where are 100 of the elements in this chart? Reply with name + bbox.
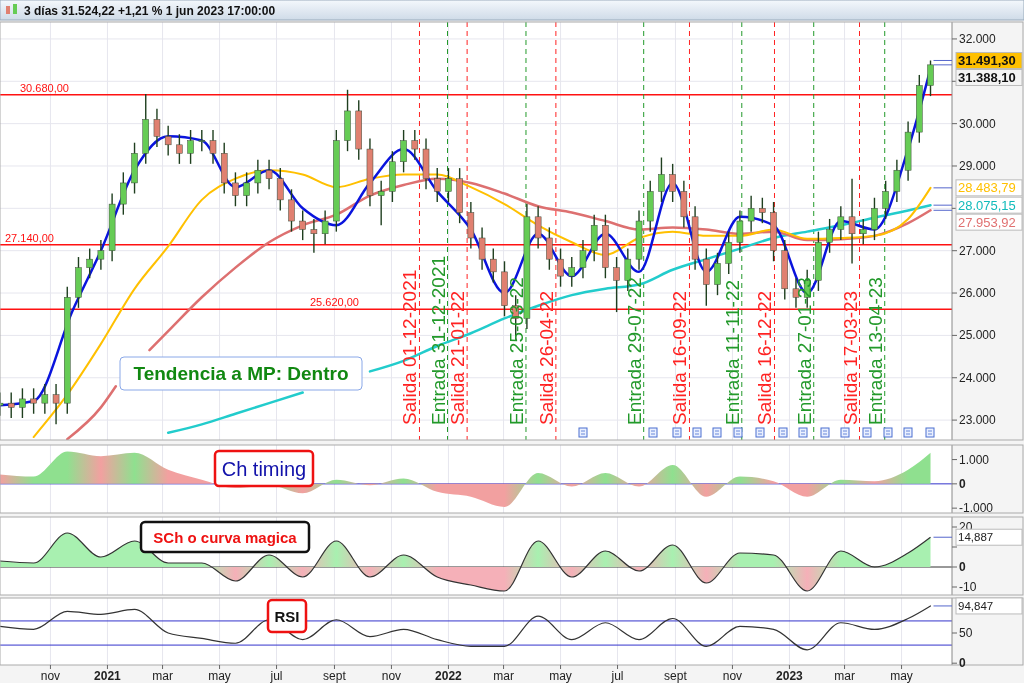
x-tick-label: mar bbox=[493, 669, 514, 683]
candlestick bbox=[792, 277, 800, 309]
candlestick bbox=[747, 194, 755, 233]
candlestick bbox=[759, 197, 766, 224]
y-tick-label: 0 bbox=[959, 560, 966, 574]
candlestick bbox=[411, 129, 419, 161]
ref-line-label: Entrada 31-12-2021 bbox=[427, 255, 449, 425]
candlestick bbox=[445, 167, 452, 203]
ref-line-label: Salida 16-09-22 bbox=[669, 290, 691, 425]
candlestick bbox=[288, 188, 295, 233]
ref-line-label: 30.680,00 bbox=[20, 81, 69, 94]
annotation: 27.953,92 bbox=[958, 214, 1016, 230]
candlestick bbox=[848, 178, 856, 265]
x-tick-label: nov bbox=[722, 669, 743, 683]
x-tick-label: nov bbox=[40, 669, 61, 683]
candlestick bbox=[120, 171, 127, 216]
candlestick bbox=[254, 158, 262, 195]
y-tick-label: -1.000 bbox=[959, 501, 994, 516]
candlestick bbox=[927, 59, 934, 97]
annotation: RSI bbox=[274, 607, 300, 625]
candlestick bbox=[209, 129, 217, 165]
x-tick-label: mar bbox=[152, 669, 173, 683]
candlestick bbox=[243, 171, 250, 207]
y-tick-label: 0 bbox=[959, 656, 966, 671]
x-tick-label: sept bbox=[664, 669, 688, 683]
candlestick bbox=[826, 218, 833, 254]
candlestick bbox=[546, 226, 553, 271]
candlestick bbox=[882, 180, 889, 220]
ref-line-label: Entrada 25-03-22 bbox=[505, 277, 527, 425]
ref-line-label: Salida 17-03-23 bbox=[839, 290, 861, 425]
candlestick bbox=[613, 256, 620, 313]
candlestick bbox=[299, 209, 306, 241]
annotation: 31.491,30 bbox=[958, 52, 1016, 68]
x-tick-label: nov bbox=[381, 669, 402, 683]
x-tick-label: 2022 bbox=[435, 669, 463, 683]
candlestick bbox=[176, 133, 183, 165]
x-tick-label: may bbox=[549, 669, 572, 683]
candlestick bbox=[871, 197, 878, 241]
annotation: 31.388,10 bbox=[958, 69, 1016, 85]
candlestick bbox=[725, 230, 732, 275]
candlestick bbox=[400, 129, 407, 174]
ref-line-label: Entrada 29-07-22 bbox=[623, 277, 645, 425]
ref-line-label: Entrada 13-04-23 bbox=[864, 277, 886, 425]
candlestick bbox=[534, 205, 542, 250]
y-tick-label: 27.000 bbox=[959, 243, 997, 258]
annotation: 28.075,15 bbox=[958, 197, 1016, 213]
candlestick bbox=[433, 167, 441, 203]
ref-line-label: Salida 26-04-22 bbox=[535, 290, 557, 425]
candlestick bbox=[490, 247, 497, 284]
annotation: Ch timing bbox=[221, 457, 307, 480]
annotation: 28.483,79 bbox=[958, 180, 1016, 196]
x-tick-label: 2023 bbox=[776, 669, 804, 683]
ref-line-label: Salida 01-12-2021 bbox=[399, 269, 421, 425]
candlestick bbox=[19, 387, 26, 419]
y-tick-label: 50 bbox=[959, 626, 973, 641]
candlestick bbox=[321, 209, 329, 246]
candlestick bbox=[41, 383, 49, 415]
candlestick bbox=[837, 205, 845, 241]
candlestick bbox=[557, 247, 564, 288]
annotation: 14,887 bbox=[958, 531, 994, 544]
ref-line-label: Entrada 27-01-23 bbox=[793, 277, 815, 425]
y-tick-label: -10 bbox=[959, 580, 977, 594]
x-tick-label: mar bbox=[834, 669, 855, 683]
y-tick-label: 0 bbox=[959, 476, 966, 491]
x-tick-label: jul bbox=[610, 669, 624, 683]
candlestick bbox=[658, 156, 665, 203]
candlestick bbox=[736, 209, 744, 254]
candlestick bbox=[568, 256, 576, 288]
candlestick bbox=[478, 226, 486, 271]
y-tick-label: 30.000 bbox=[959, 116, 997, 131]
x-tick-label: 2021 bbox=[94, 669, 122, 683]
candlestick bbox=[187, 129, 194, 165]
ref-line-label: Salida 21-01-22 bbox=[447, 290, 469, 425]
candlestick bbox=[164, 125, 172, 157]
annotation: SCh o curva magica bbox=[153, 528, 298, 546]
candlestick bbox=[7, 391, 15, 419]
candlestick bbox=[86, 247, 93, 279]
candlestick bbox=[893, 158, 901, 203]
y-tick-label: 26.000 bbox=[959, 286, 997, 301]
ref-line-label: Salida 16-12-22 bbox=[754, 290, 776, 425]
candlestick bbox=[714, 252, 721, 296]
y-tick-label: 29.000 bbox=[959, 158, 997, 173]
y-tick-label: 25.000 bbox=[959, 328, 997, 343]
x-tick-label: jul bbox=[269, 669, 283, 683]
candlestick bbox=[153, 108, 161, 148]
candlestick bbox=[265, 158, 273, 190]
ref-line-label: 27.140,00 bbox=[5, 231, 54, 244]
x-tick-label: may bbox=[208, 669, 231, 683]
annotation: 94,847 bbox=[958, 599, 994, 612]
x-tick-label: may bbox=[890, 669, 913, 683]
annotation: Tendencia a MP: Dentro bbox=[133, 363, 349, 384]
ref-line-label: Entrada 11-11-22 bbox=[721, 279, 743, 425]
y-tick-label: 32.000 bbox=[959, 31, 997, 46]
candlestick bbox=[52, 383, 60, 426]
candlestick bbox=[377, 180, 385, 226]
candlestick bbox=[97, 239, 105, 271]
candlestick bbox=[669, 163, 676, 203]
y-tick-label: 1.000 bbox=[959, 452, 990, 467]
y-tick-label: 23.000 bbox=[959, 413, 997, 428]
chart-title: 3 días 31.524,22 +1,21 % 1 jun 2023 17:00:00 bbox=[24, 4, 276, 18]
